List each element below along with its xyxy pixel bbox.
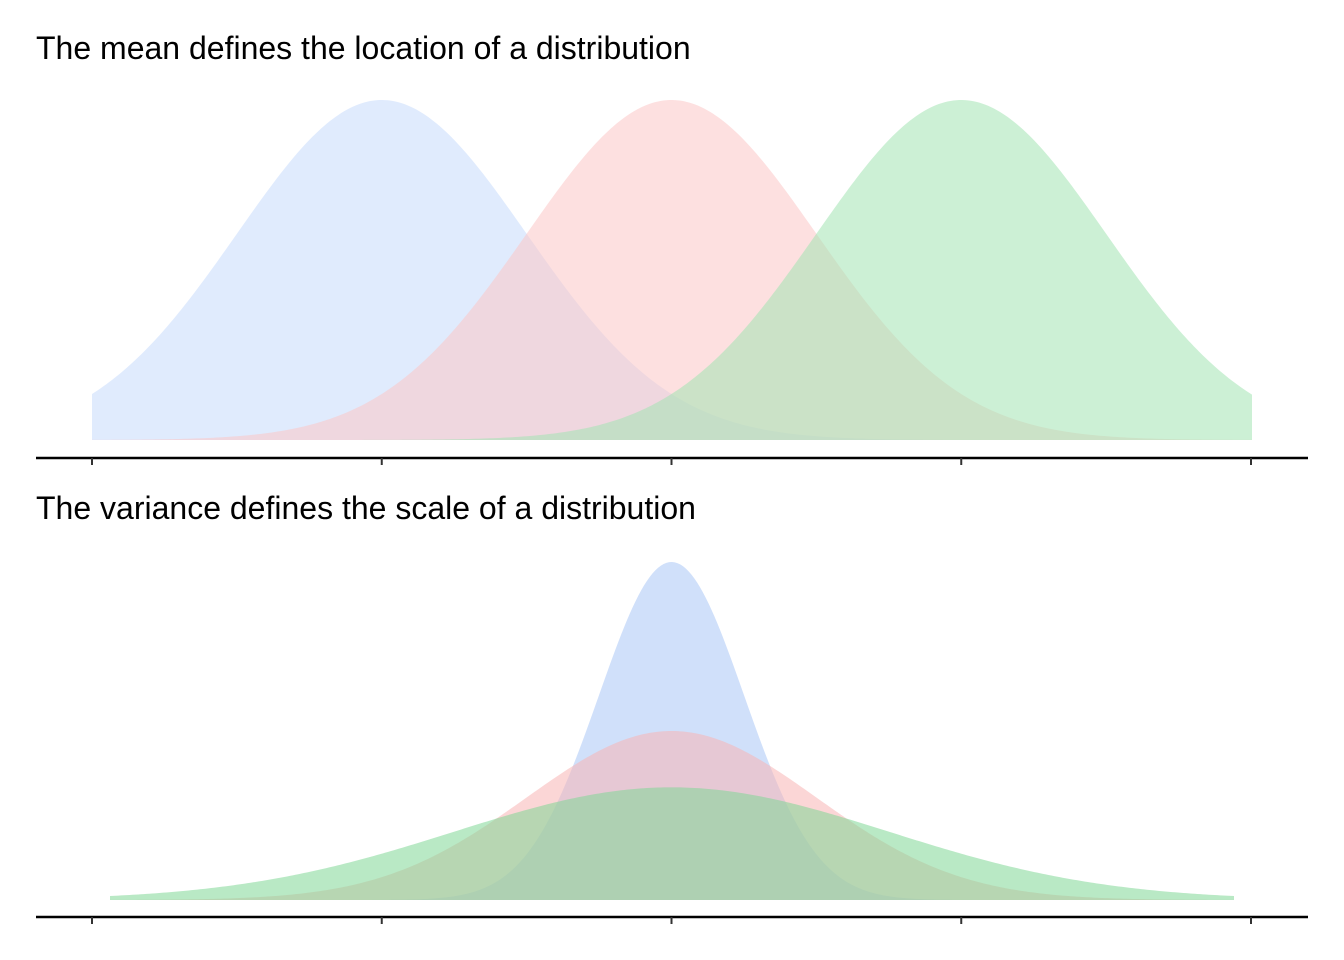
chart-title-scale: The variance defines the scale of a dist…	[36, 490, 696, 526]
density-area-1	[92, 100, 1252, 440]
chart-title-location: The mean defines the location of a distr…	[36, 30, 691, 66]
density-area-3	[92, 100, 1252, 440]
density-area-2	[92, 100, 1252, 440]
panel-scale: The variance defines the scale of a dist…	[0, 480, 1344, 960]
density-area-3	[110, 787, 1234, 900]
chart-location	[36, 100, 1308, 465]
panel-location: The mean defines the location of a distr…	[36, 30, 1308, 465]
chart-scale	[36, 562, 1308, 924]
